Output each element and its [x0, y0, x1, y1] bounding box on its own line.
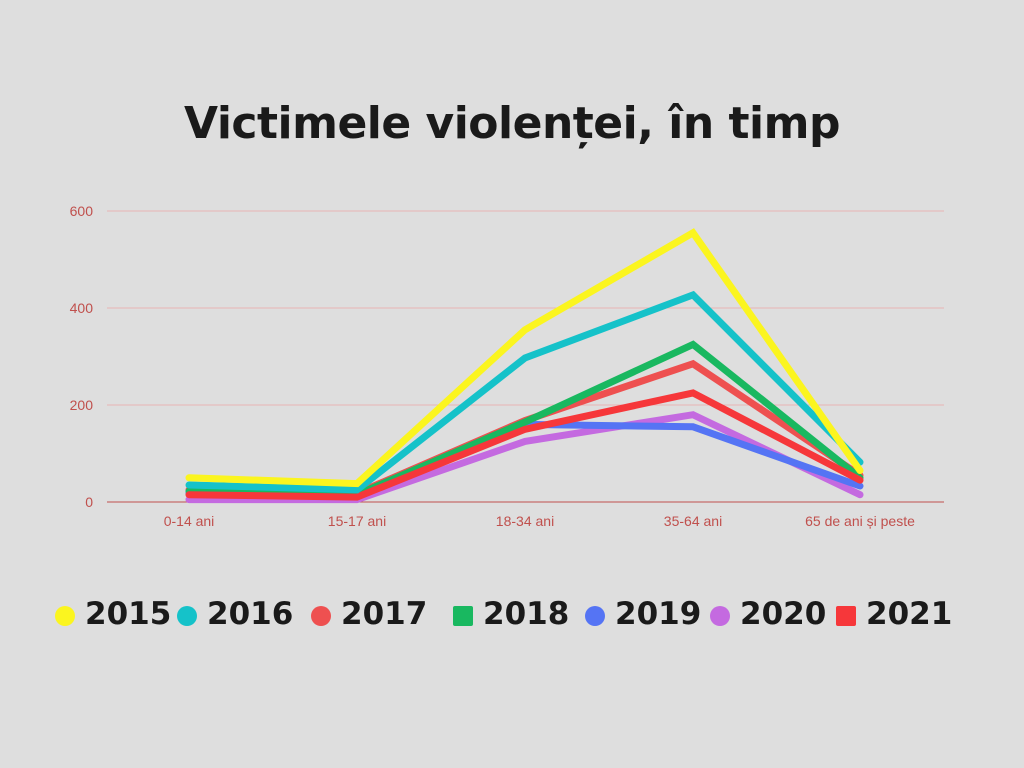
x-tick-label: 15-17 ani	[328, 513, 386, 529]
legend-label: 2021	[866, 596, 953, 632]
series-line-2016	[185, 290, 864, 494]
legend-marker-circle	[177, 606, 197, 626]
legend-label: 2018	[483, 596, 570, 632]
x-axis: 0-14 ani 15-17 ani 18-34 ani 35-64 ani 65 de…	[164, 513, 915, 529]
line-chart: 0 200 400 600 0-14 ani 15-17 ani 18-34 ani 35-…	[70, 203, 944, 529]
legend-marker-circle	[311, 606, 331, 626]
legend-marker-square	[453, 606, 473, 626]
x-tick-label: 18-34 ani	[496, 513, 554, 529]
legend-label: 2020	[740, 596, 827, 632]
series-line-2018	[185, 340, 864, 499]
y-axis: 0 200 400 600	[70, 203, 94, 510]
y-tick-label: 600	[70, 203, 94, 219]
legend-marker-circle	[55, 606, 75, 626]
series-lines	[185, 228, 864, 504]
series-line-2015	[185, 228, 864, 488]
legend: 2015 2016 2017 2018 2019 2020 2021	[0, 594, 1024, 644]
legend-label: 2017	[341, 596, 428, 632]
chart-title: Victimele violenței, în timp	[184, 98, 840, 149]
y-tick-label: 0	[85, 494, 93, 510]
x-tick-label: 35-64 ani	[664, 513, 722, 529]
x-tick-label: 65 de ani și peste	[805, 513, 915, 529]
y-tick-label: 200	[70, 397, 94, 413]
series-line-2021	[185, 389, 864, 501]
legend-marker-square	[836, 606, 856, 626]
y-tick-label: 400	[70, 300, 94, 316]
legend-label: 2016	[207, 596, 294, 632]
legend-label: 2015	[85, 596, 172, 632]
x-tick-label: 0-14 ani	[164, 513, 215, 529]
legend-marker-circle	[585, 606, 605, 626]
legend-marker-circle	[710, 606, 730, 626]
legend-label: 2019	[615, 596, 702, 632]
